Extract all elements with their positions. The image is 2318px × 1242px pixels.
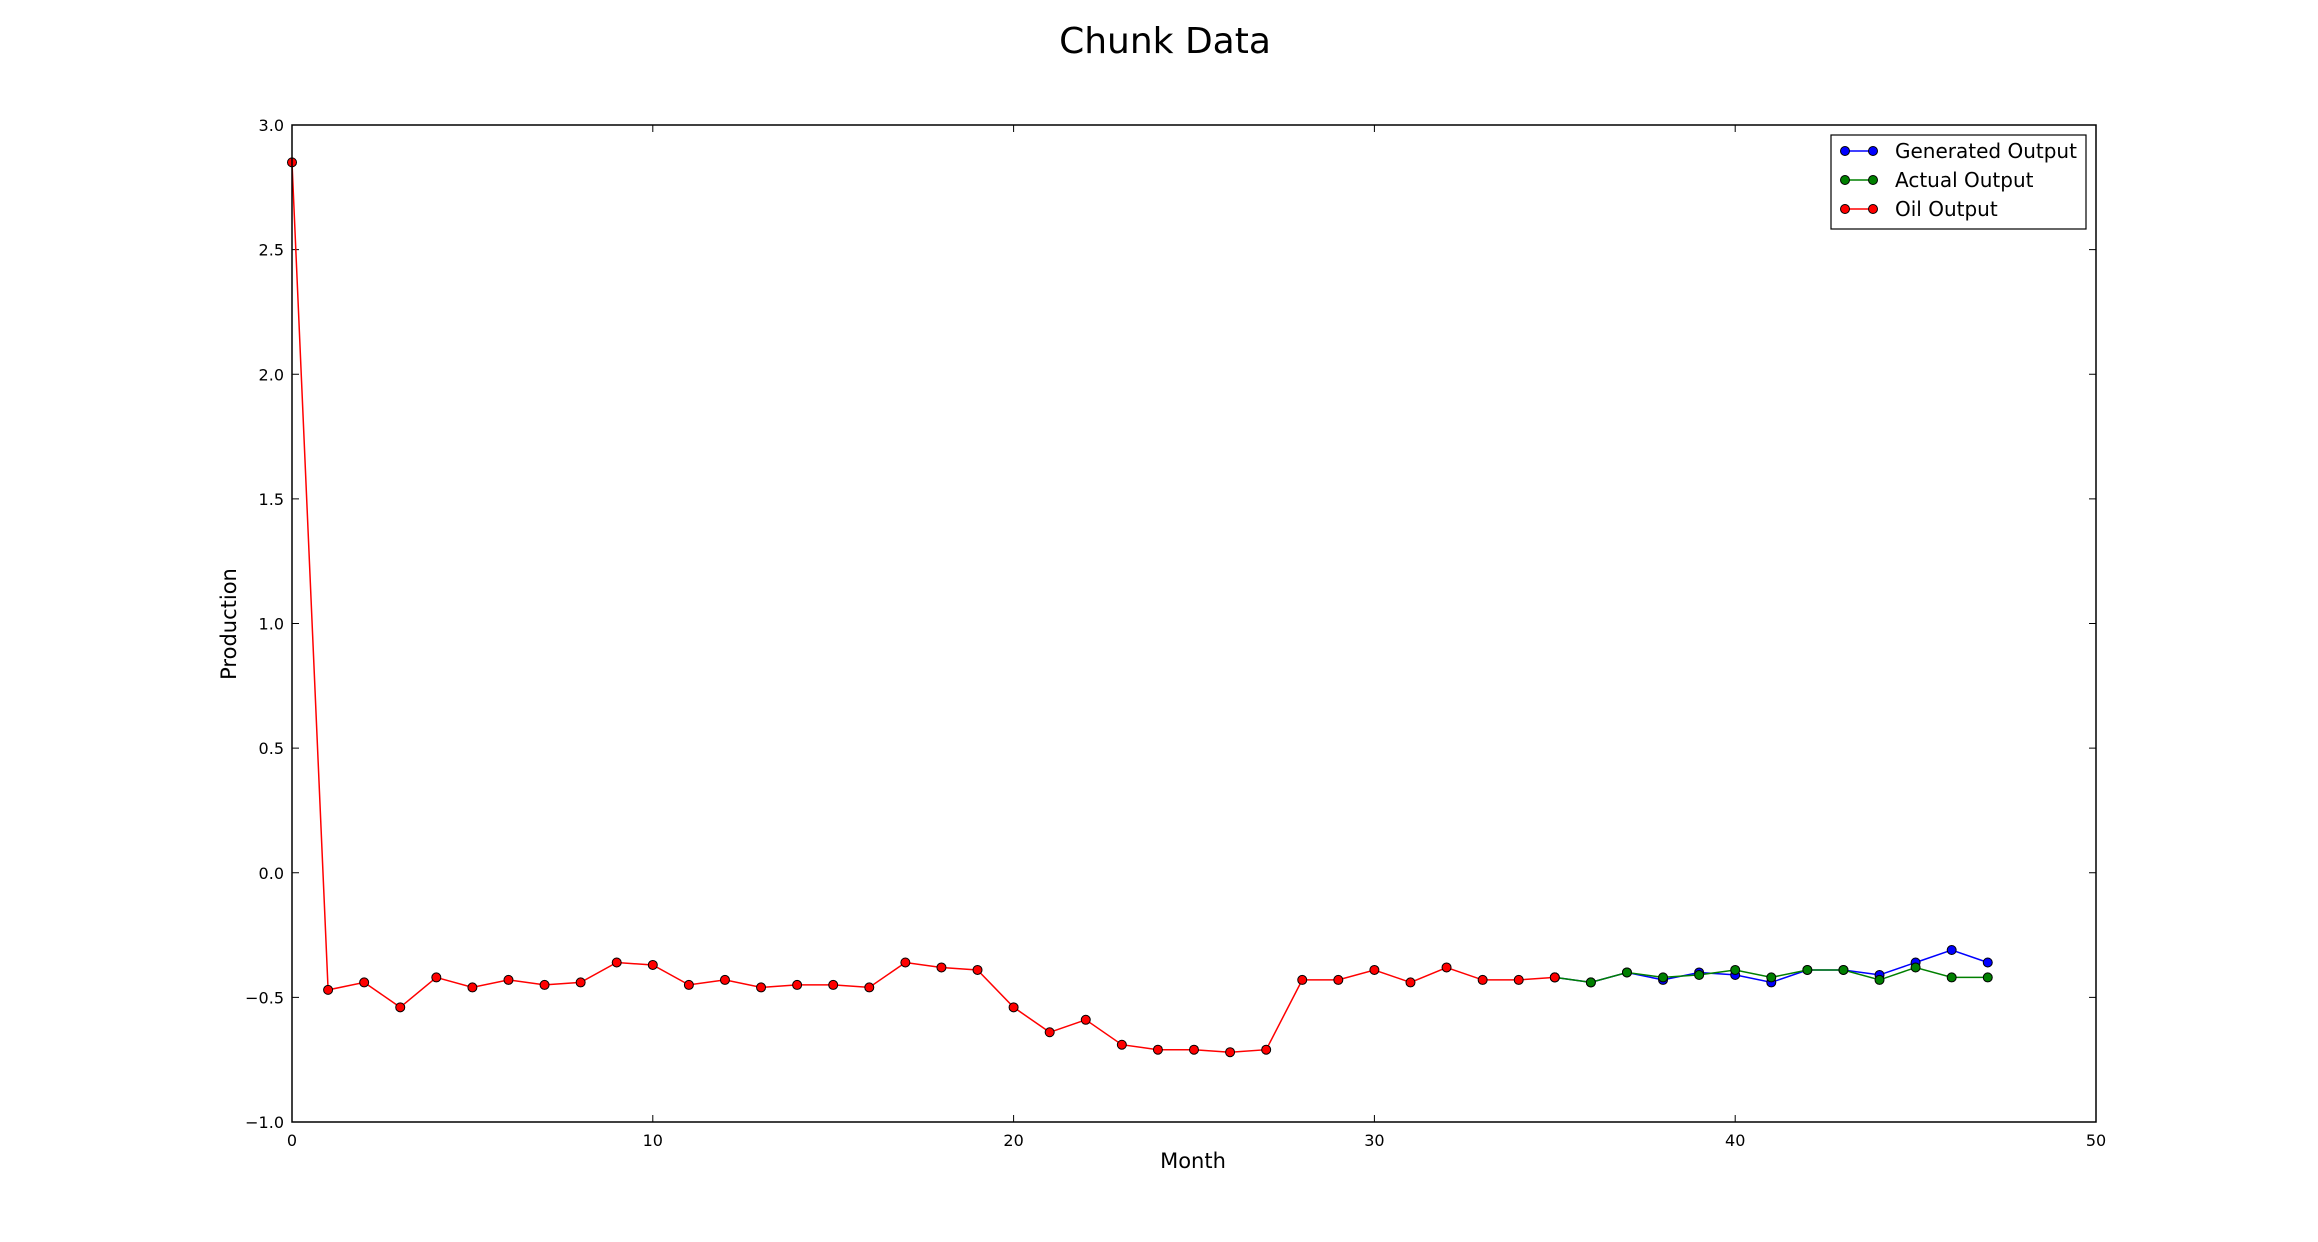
data-point-oil-output: [1261, 1044, 1272, 1055]
data-point-oil-output: [431, 972, 442, 983]
data-point-generated-output: [1946, 945, 1957, 956]
plot-frame: [291, 124, 2097, 1123]
data-point-actual-output: [1910, 962, 1921, 973]
data-point-oil-output: [323, 984, 334, 995]
data-point-oil-output: [539, 979, 550, 990]
legend-marker-generated-output: [1840, 146, 1850, 156]
x-tick-label: 30: [1364, 1131, 1384, 1150]
legend-marker-actual-output: [1868, 175, 1878, 185]
data-point-oil-output: [611, 957, 622, 968]
data-point-oil-output: [972, 964, 983, 975]
y-tick-label: 1.0: [259, 615, 284, 634]
data-point-oil-output: [900, 957, 911, 968]
data-point-oil-output: [1008, 1002, 1019, 1013]
data-point-oil-output: [1333, 974, 1344, 985]
data-point-oil-output: [1477, 974, 1488, 985]
x-axis-label: Month: [1160, 1149, 1226, 1173]
data-point-oil-output: [792, 979, 803, 990]
data-point-oil-output: [1152, 1044, 1163, 1055]
y-tick-label: 2.5: [259, 241, 284, 260]
data-point-actual-output: [1874, 974, 1885, 985]
data-point-oil-output: [1513, 974, 1524, 985]
data-point-oil-output: [864, 982, 875, 993]
data-point-actual-output: [1621, 967, 1632, 978]
data-point-oil-output: [719, 974, 730, 985]
data-point-actual-output: [1730, 964, 1741, 975]
y-tick-label: 3.0: [259, 116, 284, 135]
ticks: 0 10 20 30 40 50 −1.0 −0.5 0.0 0.5 1.0 1.5 2.0 2.5 3.0: [245, 116, 2106, 1150]
legend: Generated Output Actual Output Oil Outpu…: [1830, 134, 2087, 230]
data-point-oil-output: [359, 977, 370, 988]
data-point-oil-output: [1080, 1014, 1091, 1025]
x-tick-label: 10: [643, 1131, 663, 1150]
data-point-oil-output: [1405, 977, 1416, 988]
data-point-actual-output: [1946, 972, 1957, 983]
legend-label-oil-output: Oil Output: [1895, 197, 1998, 221]
data-point-oil-output: [683, 979, 694, 990]
data-point-oil-output: [647, 959, 658, 970]
data-point-actual-output: [1766, 972, 1777, 983]
series-actual-output: [1549, 962, 1993, 988]
legend-marker-actual-output: [1840, 175, 1850, 185]
y-tick-label: 0.5: [259, 739, 284, 758]
x-tick-label: 40: [1725, 1131, 1745, 1150]
data-point-oil-output: [503, 974, 514, 985]
data-point-oil-output: [1189, 1044, 1199, 1055]
data-point-actual-output: [1982, 972, 1993, 983]
legend-label-actual-output: Actual Output: [1895, 168, 2034, 192]
data-point-oil-output: [1369, 964, 1380, 975]
y-axis-label: Production: [217, 568, 241, 680]
legend-marker-generated-output: [1868, 146, 1878, 156]
data-point-actual-output: [1658, 972, 1669, 983]
legend-marker-oil-output: [1840, 204, 1850, 214]
y-tick-label: −0.5: [245, 988, 284, 1007]
x-tick-label: 20: [1003, 1131, 1023, 1150]
data-point-oil-output: [1297, 974, 1308, 985]
x-tick-label: 0: [287, 1131, 297, 1150]
data-point-oil-output: [1044, 1027, 1055, 1038]
data-point-oil-output: [828, 979, 839, 990]
y-tick-label: 2.0: [259, 365, 284, 384]
series-line-oil-output: [291, 162, 1555, 1053]
data-point-actual-output: [1694, 969, 1705, 980]
data-point-oil-output: [467, 982, 478, 993]
x-tick-label: 50: [2086, 1131, 2106, 1150]
data-point-oil-output: [936, 962, 947, 973]
data-point-oil-output: [756, 982, 767, 993]
data-point-oil-output: [575, 977, 586, 988]
data-point-oil-output: [1441, 962, 1452, 973]
y-tick-label: 1.5: [259, 490, 284, 509]
y-tick-label: 0.0: [259, 864, 284, 883]
legend-label-generated-output: Generated Output: [1895, 139, 2077, 163]
data-point-actual-output: [1585, 977, 1596, 988]
data-point-actual-output: [1838, 964, 1849, 975]
chart-title: Chunk Data: [1059, 21, 1271, 62]
data-point-generated-output: [1982, 957, 1993, 968]
data-point-oil-output: [1549, 972, 1560, 983]
data-point-oil-output: [1225, 1047, 1236, 1058]
data-point-oil-output: [1116, 1039, 1127, 1050]
data-point-oil-output: [395, 1002, 406, 1013]
legend-marker-oil-output: [1868, 204, 1878, 214]
data-point-actual-output: [1802, 964, 1813, 975]
y-tick-label: −1.0: [245, 1113, 284, 1132]
